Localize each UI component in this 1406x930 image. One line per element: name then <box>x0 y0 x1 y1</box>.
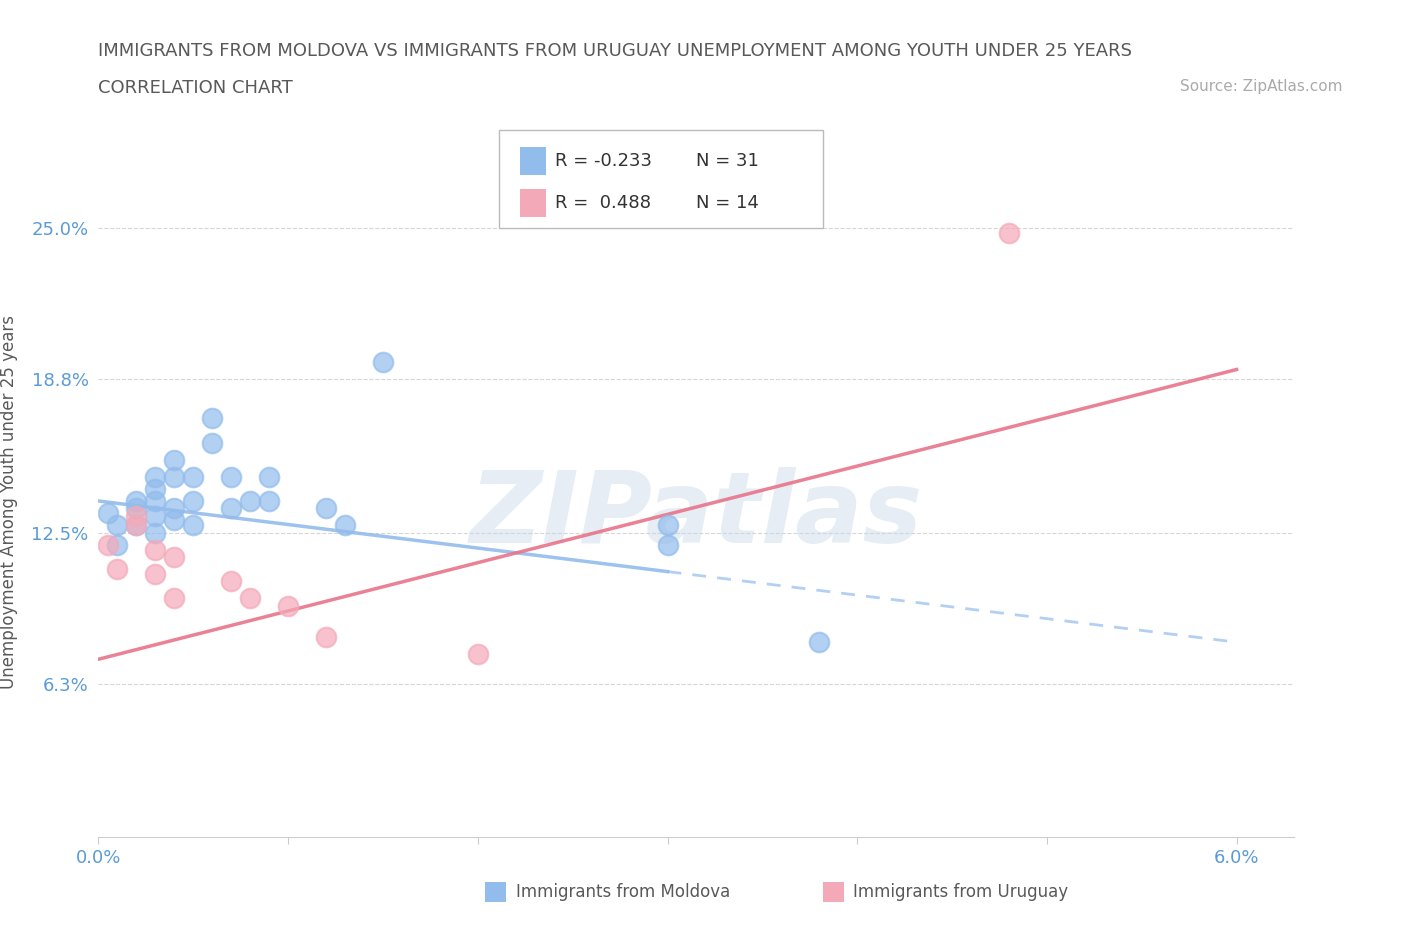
Text: R =  0.488: R = 0.488 <box>555 193 651 212</box>
Point <box>163 470 186 485</box>
Point <box>143 542 166 557</box>
Point <box>143 566 166 581</box>
Point <box>163 501 186 516</box>
Point <box>143 494 166 509</box>
Point <box>125 501 148 516</box>
Text: CORRELATION CHART: CORRELATION CHART <box>98 79 294 97</box>
Point <box>201 411 224 426</box>
Point <box>163 591 186 605</box>
Text: N = 31: N = 31 <box>696 153 759 170</box>
Point <box>657 518 679 533</box>
Point <box>467 647 489 662</box>
Point <box>143 525 166 540</box>
Point <box>97 506 120 521</box>
Text: Immigrants from Uruguay: Immigrants from Uruguay <box>853 883 1069 901</box>
Text: Immigrants from Moldova: Immigrants from Moldova <box>516 883 730 901</box>
Point <box>181 470 204 485</box>
Point <box>257 470 280 485</box>
Point <box>201 435 224 450</box>
Point <box>181 494 204 509</box>
Point <box>97 538 120 552</box>
Point <box>163 513 186 528</box>
Point <box>808 635 831 650</box>
Point <box>125 508 148 523</box>
Text: Source: ZipAtlas.com: Source: ZipAtlas.com <box>1180 79 1343 94</box>
Point <box>105 562 128 577</box>
Point <box>277 598 299 613</box>
Point <box>143 470 166 485</box>
Point <box>239 591 262 605</box>
Point <box>181 518 204 533</box>
Point <box>143 508 166 523</box>
Point <box>125 518 148 533</box>
Point <box>125 518 148 533</box>
Point <box>219 574 242 589</box>
Text: ZIPatlas: ZIPatlas <box>470 467 922 565</box>
Point <box>105 518 128 533</box>
Point <box>371 354 394 369</box>
Point <box>219 501 242 516</box>
Point <box>257 494 280 509</box>
Point <box>239 494 262 509</box>
Point <box>105 538 128 552</box>
Text: N = 14: N = 14 <box>696 193 759 212</box>
Point <box>163 452 186 467</box>
Point <box>998 226 1021 241</box>
Point <box>125 494 148 509</box>
Point <box>333 518 356 533</box>
Point <box>143 482 166 497</box>
Point <box>315 630 337 644</box>
Point <box>657 538 679 552</box>
Point <box>219 470 242 485</box>
Point <box>163 550 186 565</box>
Point <box>315 501 337 516</box>
Y-axis label: Unemployment Among Youth under 25 years: Unemployment Among Youth under 25 years <box>0 315 17 689</box>
Text: IMMIGRANTS FROM MOLDOVA VS IMMIGRANTS FROM URUGUAY UNEMPLOYMENT AMONG YOUTH UNDE: IMMIGRANTS FROM MOLDOVA VS IMMIGRANTS FR… <box>98 42 1132 60</box>
Text: R = -0.233: R = -0.233 <box>555 153 652 170</box>
